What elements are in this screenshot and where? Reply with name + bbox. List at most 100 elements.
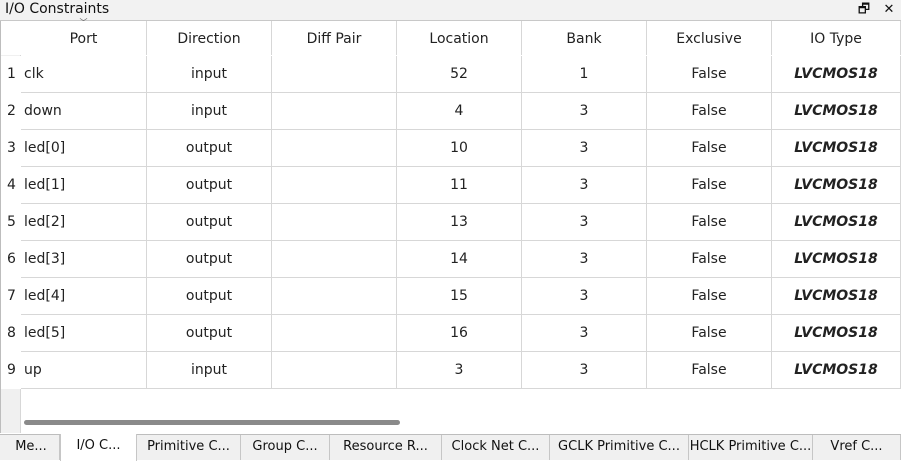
cell-bank[interactable]: 3 [522, 241, 647, 278]
bottom-tab[interactable]: Group C... [241, 435, 330, 460]
cell-exclusive[interactable]: False [647, 56, 772, 93]
cell-port[interactable]: led[4] [21, 278, 147, 315]
cell-direction[interactable]: output [147, 130, 272, 167]
cell-bank[interactable]: 3 [522, 204, 647, 241]
cell-exclusive[interactable]: False [647, 167, 772, 204]
bottom-tab[interactable]: Clock Net C... [442, 435, 550, 460]
column-header-direction[interactable]: Direction [147, 21, 272, 55]
cell-diff-pair[interactable] [272, 241, 397, 278]
cell-location[interactable]: 10 [397, 130, 522, 167]
cell-diff-pair[interactable] [272, 278, 397, 315]
restore-window-icon[interactable]: 🗗 [857, 2, 871, 17]
cell-diff-pair[interactable] [272, 204, 397, 241]
cell-port[interactable]: led[1] [21, 167, 147, 204]
panel-title-bar: I/O Constraints 🗗 ✕ [0, 0, 901, 21]
cell-location[interactable]: 4 [397, 93, 522, 130]
table-row[interactable]: 2 down input 4 3 False LVCMOS18 [1, 93, 901, 130]
cell-exclusive[interactable]: False [647, 315, 772, 352]
row-number: 1 [1, 56, 21, 93]
horizontal-scrollbar-thumb[interactable] [24, 420, 400, 425]
cell-diff-pair[interactable] [272, 56, 397, 93]
cell-direction[interactable]: input [147, 352, 272, 389]
row-number: 5 [1, 204, 21, 241]
cell-location[interactable]: 14 [397, 241, 522, 278]
cell-bank[interactable]: 3 [522, 352, 647, 389]
cell-exclusive[interactable]: False [647, 130, 772, 167]
column-header-exclusive[interactable]: Exclusive [647, 21, 772, 55]
close-icon[interactable]: ✕ [883, 2, 895, 17]
column-header-location[interactable]: Location [397, 21, 522, 55]
cell-port[interactable]: led[2] [21, 204, 147, 241]
cell-location[interactable]: 3 [397, 352, 522, 389]
cell-direction[interactable]: input [147, 56, 272, 93]
cell-io-type[interactable]: LVCMOS18 [772, 167, 901, 204]
cell-location[interactable]: 16 [397, 315, 522, 352]
cell-bank[interactable]: 1 [522, 56, 647, 93]
cell-io-type[interactable]: LVCMOS18 [772, 93, 901, 130]
cell-diff-pair[interactable] [272, 130, 397, 167]
bottom-tab[interactable]: Vref C... [813, 435, 901, 460]
row-number: 4 [1, 167, 21, 204]
column-header-label: Port [69, 31, 98, 47]
cell-bank[interactable]: 3 [522, 93, 647, 130]
bottom-tab[interactable]: I/O C... [60, 434, 137, 461]
table-row[interactable]: 9 up input 3 3 False LVCMOS18 [1, 352, 901, 389]
table-row[interactable]: 4 led[1] output 11 3 False LVCMOS18 [1, 167, 901, 204]
cell-direction[interactable]: output [147, 204, 272, 241]
table-row[interactable]: 3 led[0] output 10 3 False LVCMOS18 [1, 130, 901, 167]
cell-port[interactable]: led[3] [21, 241, 147, 278]
cell-bank[interactable]: 3 [522, 315, 647, 352]
table-row[interactable]: 7 led[4] output 15 3 False LVCMOS18 [1, 278, 901, 315]
cell-port[interactable]: led[0] [21, 130, 147, 167]
column-header-io-type[interactable]: IO Type [772, 21, 901, 55]
column-header-port[interactable]: Port ﹀ [21, 18, 147, 55]
table-row[interactable]: 1 clk input 52 1 False LVCMOS18 [1, 56, 901, 93]
cell-location[interactable]: 13 [397, 204, 522, 241]
cell-direction[interactable]: output [147, 315, 272, 352]
io-constraints-table: Port ﹀ Direction Diff Pair Location Bank Exclu… [0, 18, 901, 433]
cell-diff-pair[interactable] [272, 315, 397, 352]
cell-diff-pair[interactable] [272, 167, 397, 204]
bottom-tab[interactable]: Resource R... [330, 435, 442, 460]
cell-exclusive[interactable]: False [647, 93, 772, 130]
cell-io-type[interactable]: LVCMOS18 [772, 352, 901, 389]
column-header-bank[interactable]: Bank [522, 21, 647, 55]
cell-bank[interactable]: 3 [522, 167, 647, 204]
horizontal-scrollbar[interactable] [21, 416, 901, 428]
cell-direction[interactable]: output [147, 167, 272, 204]
table-row[interactable]: 8 led[5] output 16 3 False LVCMOS18 [1, 315, 901, 352]
cell-direction[interactable]: output [147, 241, 272, 278]
bottom-tab[interactable]: Primitive C... [137, 435, 241, 460]
cell-location[interactable]: 52 [397, 56, 522, 93]
cell-direction[interactable]: output [147, 278, 272, 315]
cell-io-type[interactable]: LVCMOS18 [772, 56, 901, 93]
cell-io-type[interactable]: LVCMOS18 [772, 315, 901, 352]
cell-bank[interactable]: 3 [522, 130, 647, 167]
cell-io-type[interactable]: LVCMOS18 [772, 241, 901, 278]
cell-exclusive[interactable]: False [647, 204, 772, 241]
cell-io-type[interactable]: LVCMOS18 [772, 204, 901, 241]
cell-location[interactable]: 15 [397, 278, 522, 315]
cell-io-type[interactable]: LVCMOS18 [772, 130, 901, 167]
bottom-tab[interactable]: GCLK Primitive C... [550, 435, 689, 460]
cell-exclusive[interactable]: False [647, 352, 772, 389]
column-header-label: Location [429, 31, 489, 47]
cell-diff-pair[interactable] [272, 93, 397, 130]
cell-exclusive[interactable]: False [647, 241, 772, 278]
cell-port[interactable]: down [21, 93, 147, 130]
cell-port[interactable]: clk [21, 56, 147, 93]
cell-location[interactable]: 11 [397, 167, 522, 204]
cell-exclusive[interactable]: False [647, 278, 772, 315]
bottom-tab[interactable]: Me... [3, 435, 60, 460]
cell-io-type[interactable]: LVCMOS18 [772, 278, 901, 315]
cell-diff-pair[interactable] [272, 352, 397, 389]
cell-port[interactable]: up [21, 352, 147, 389]
column-header-diff-pair[interactable]: Diff Pair [272, 21, 397, 55]
cell-direction[interactable]: input [147, 93, 272, 130]
table-row[interactable]: 5 led[2] output 13 3 False LVCMOS18 [1, 204, 901, 241]
cell-port[interactable]: led[5] [21, 315, 147, 352]
table-row[interactable]: 6 led[3] output 14 3 False LVCMOS18 [1, 241, 901, 278]
bottom-tab[interactable]: HCLK Primitive C... [689, 435, 813, 460]
cell-bank[interactable]: 3 [522, 278, 647, 315]
column-header-label: Diff Pair [306, 31, 362, 47]
